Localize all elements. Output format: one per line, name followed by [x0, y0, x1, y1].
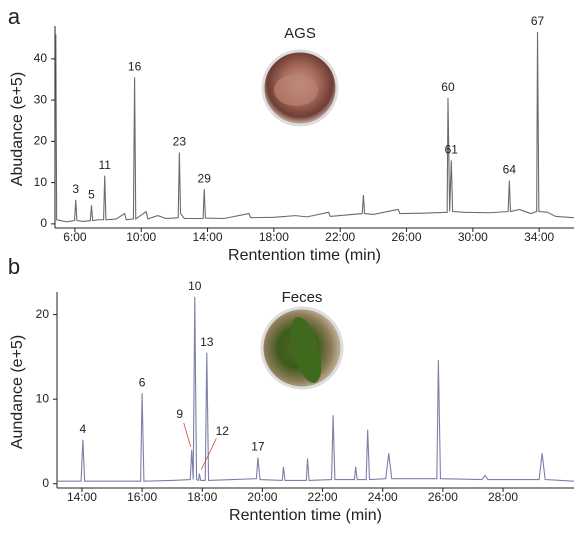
leader-line [200, 438, 217, 470]
x-tick-label: 20:00 [247, 490, 277, 504]
chart-title: Feces [282, 289, 323, 306]
peak-label: 64 [503, 163, 517, 177]
x-axis-label: Rentention time (min) [228, 247, 381, 264]
y-tick-label: 20 [34, 134, 48, 148]
peak-label: 61 [445, 143, 459, 157]
x-axis-label: Rentention time (min) [229, 507, 382, 524]
y-axis-label: Aundance (e+5) [9, 335, 26, 449]
x-tick-label: 34:00 [524, 230, 554, 244]
x-tick-label: 22:00 [325, 230, 355, 244]
x-tick-label: 22:00 [308, 490, 338, 504]
trace [55, 32, 574, 223]
peak-label: 29 [198, 171, 212, 185]
y-tick-label: 10 [36, 391, 50, 405]
y-tick-label: 0 [40, 216, 47, 230]
peak-label: 17 [251, 440, 265, 454]
y-tick-label: 20 [36, 307, 50, 321]
peak-label: 60 [441, 80, 455, 94]
peak-label: 5 [88, 187, 95, 201]
x-tick-label: 18:00 [187, 490, 217, 504]
x-tick-label: 10:00 [126, 230, 156, 244]
x-tick-label: 26:00 [392, 230, 422, 244]
peak-label: 4 [80, 422, 87, 436]
peak-label: 6 [139, 375, 146, 389]
y-tick-label: 40 [34, 51, 48, 65]
peak-label: 23 [173, 135, 187, 149]
photo-detail [274, 74, 318, 106]
x-tick-label: 14:00 [67, 490, 97, 504]
peak-label: 13 [200, 335, 214, 349]
x-tick-label: 28:00 [488, 490, 518, 504]
panel-label: a [8, 4, 21, 29]
chart-title: AGS [284, 25, 316, 42]
peak-label: 12 [216, 424, 230, 438]
peak-label: 3 [72, 182, 79, 196]
leader-line [183, 422, 192, 448]
y-tick-label: 0 [42, 476, 49, 490]
x-tick-label: 6:00 [63, 230, 87, 244]
panel-label: b [8, 254, 20, 279]
peak-label: 9 [176, 407, 183, 421]
peak-label: 10 [188, 279, 202, 293]
x-tick-label: 14:00 [193, 230, 223, 244]
x-tick-label: 30:00 [458, 230, 488, 244]
peak-label: 16 [128, 60, 142, 74]
photo-detail [290, 316, 322, 384]
x-tick-label: 26:00 [428, 490, 458, 504]
x-tick-label: 18:00 [259, 230, 289, 244]
y-tick-label: 10 [34, 175, 48, 189]
peak-label: 67 [531, 14, 545, 28]
y-tick-label: 30 [34, 92, 48, 106]
y-axis-label: Abudance (e+5) [9, 72, 26, 186]
trace [57, 296, 574, 482]
peak-label: 11 [99, 158, 112, 172]
x-tick-label: 16:00 [127, 490, 157, 504]
x-tick-label: 24:00 [368, 490, 398, 504]
